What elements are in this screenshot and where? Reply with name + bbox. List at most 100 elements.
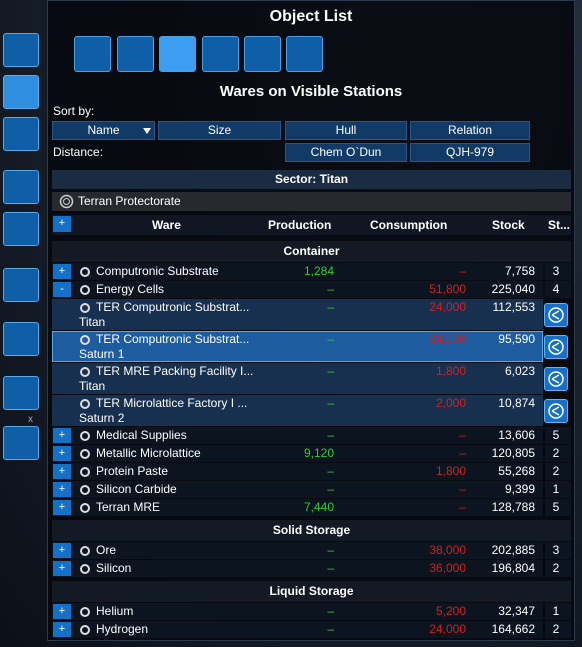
production: –: [327, 332, 334, 346]
expand-button[interactable]: +: [53, 464, 71, 479]
ware-name: Helium: [96, 604, 134, 618]
ware-icon: [80, 467, 90, 477]
production: –: [327, 300, 334, 314]
consumption: –: [459, 428, 466, 442]
tab-button[interactable]: [117, 36, 154, 72]
sort-button[interactable]: Name: [52, 121, 155, 140]
ware-row[interactable]: [52, 363, 543, 394]
ware-icon: [80, 367, 90, 377]
ware-row[interactable]: [52, 395, 543, 426]
expand-button[interactable]: +: [53, 543, 71, 558]
ware-row[interactable]: [52, 299, 543, 330]
stock: 32,347: [498, 604, 535, 618]
sidebar-button[interactable]: [3, 33, 39, 67]
ware-name: Protein Paste: [96, 464, 169, 478]
stations: 2: [552, 464, 560, 478]
stations-cell: [545, 481, 571, 498]
ware-name: Silicon: [96, 561, 132, 575]
ware-row[interactable]: [52, 445, 543, 462]
subtitle: Wares on Visible Stations: [219, 83, 403, 100]
column-header: [52, 215, 571, 235]
dropdown-arrow: [143, 128, 151, 134]
stations-cell: [545, 560, 571, 577]
ware-icon: [80, 267, 90, 277]
sector-header: Sector: Titan: [52, 170, 571, 189]
stations: 2: [552, 622, 560, 636]
ware-name: TER MRE Packing Facility I...: [96, 364, 254, 378]
distance-button[interactable]: QJH-979: [410, 143, 530, 162]
tab-button[interactable]: [159, 36, 196, 72]
stations: 3: [552, 264, 560, 278]
expand-button[interactable]: +: [53, 604, 71, 619]
sidebar-button[interactable]: [3, 376, 39, 410]
tab-button[interactable]: [244, 36, 281, 72]
tab-button[interactable]: [286, 36, 323, 72]
stock: 10,874: [498, 396, 535, 410]
sidebar-button[interactable]: [3, 75, 39, 109]
station-button[interactable]: [544, 335, 568, 359]
sidebar-close[interactable]: x: [28, 414, 33, 425]
ware-name: Medical Supplies: [96, 428, 187, 442]
consumption: –: [459, 264, 466, 278]
tab-button[interactable]: [74, 36, 111, 72]
production: –: [327, 561, 334, 575]
ware-row[interactable]: [52, 621, 543, 638]
distance-button[interactable]: Chem O`Dun: [285, 143, 407, 162]
production: 9,120: [303, 446, 334, 460]
station-button[interactable]: [544, 303, 568, 327]
ware-row[interactable]: [52, 463, 543, 480]
expand-button[interactable]: +: [53, 446, 71, 461]
sidebar-button[interactable]: [3, 170, 39, 204]
tab-button[interactable]: [202, 36, 239, 72]
sort-button[interactable]: Size: [158, 121, 281, 140]
consumption: 51,800: [429, 282, 466, 296]
ware-row[interactable]: [52, 560, 543, 577]
ware-name: Silicon Carbide: [96, 482, 177, 496]
expand-button[interactable]: +: [53, 500, 71, 515]
sidebar-button[interactable]: [3, 426, 39, 460]
ware-icon: [80, 399, 90, 409]
consumption: 1,800: [435, 464, 466, 478]
stock: 196,804: [491, 561, 535, 575]
expand-button[interactable]: +: [53, 428, 71, 443]
ware-row[interactable]: [52, 542, 543, 559]
production: 1,284: [303, 264, 334, 278]
stock: 95,590: [498, 332, 535, 346]
stations: 1: [552, 604, 560, 618]
ware-row[interactable]: [52, 331, 543, 362]
expand-button[interactable]: +: [53, 264, 71, 279]
ware-row[interactable]: [52, 281, 543, 298]
expand-button[interactable]: -: [53, 282, 71, 297]
station-button[interactable]: [544, 367, 568, 391]
ware-row[interactable]: [52, 427, 543, 444]
ware-name: TER Microlattice Factory I ...: [96, 396, 248, 410]
ware-name: Ore: [96, 543, 117, 557]
ware-row[interactable]: [52, 263, 543, 280]
stock: 9,399: [504, 482, 535, 496]
expand-all-button[interactable]: +: [53, 216, 71, 232]
group-header: Liquid Storage: [52, 581, 571, 602]
ware-row[interactable]: [52, 481, 543, 498]
stock: 112,553: [492, 300, 536, 314]
sidebar-button[interactable]: [3, 268, 39, 302]
station-location: Saturn 2: [79, 411, 125, 425]
ware-icon: [80, 546, 90, 556]
stations: 3: [552, 543, 560, 557]
expand-button[interactable]: +: [53, 561, 71, 576]
ware-row[interactable]: [52, 499, 543, 516]
sort-button[interactable]: Relation: [410, 121, 530, 140]
expand-button[interactable]: +: [53, 622, 71, 637]
ware-name: Computronic Substrate: [96, 264, 219, 278]
ware-row[interactable]: [52, 603, 543, 620]
sidebar-button[interactable]: [3, 212, 39, 246]
group-header: Solid Storage: [52, 520, 571, 541]
sidebar-button[interactable]: [3, 117, 39, 151]
sidebar-button[interactable]: [3, 322, 39, 356]
stations-cell: [545, 281, 571, 298]
stations: 5: [552, 428, 560, 442]
expand-button[interactable]: +: [53, 482, 71, 497]
stock: 7,758: [504, 264, 535, 278]
station-button[interactable]: [544, 399, 568, 423]
consumption: –: [459, 446, 466, 460]
sort-button[interactable]: Hull: [285, 121, 407, 140]
